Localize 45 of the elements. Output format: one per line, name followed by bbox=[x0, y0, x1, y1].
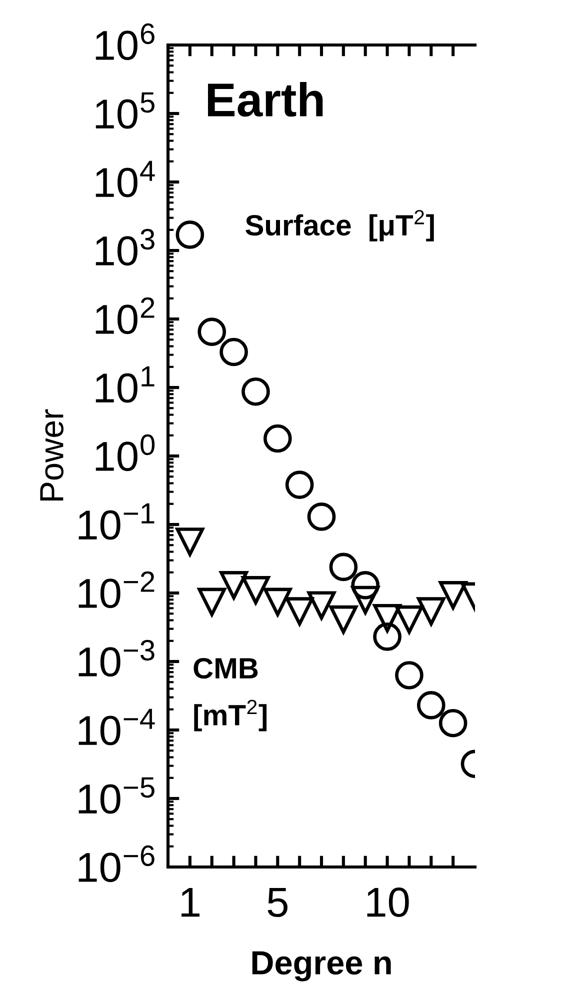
point bbox=[263, 424, 292, 453]
x-tick-label: 5 bbox=[268, 888, 288, 918]
point bbox=[242, 377, 270, 406]
y-tick-label: 10$^{3}$ bbox=[96, 228, 154, 266]
y-tick-label: 10$^{2}$ bbox=[96, 297, 154, 334]
point bbox=[438, 580, 468, 610]
y-tick-label: 10$^{−1}$ bbox=[78, 503, 154, 540]
point bbox=[220, 571, 248, 600]
point bbox=[220, 338, 248, 366]
point bbox=[285, 470, 314, 499]
point bbox=[395, 661, 424, 690]
y-axis-title: Power bbox=[40, 409, 64, 501]
point bbox=[373, 604, 402, 632]
point bbox=[307, 591, 336, 620]
y-tick-label: 10$^{−4}$ bbox=[78, 708, 155, 746]
x-tick-label: 10 bbox=[367, 888, 409, 918]
y-tick-label: 10$^{4}$ bbox=[96, 160, 155, 198]
point bbox=[438, 708, 468, 738]
series-label: Surface [μT$^{2}$] bbox=[246, 210, 434, 242]
y-tick-label: 10$^{0}$ bbox=[96, 434, 155, 472]
point bbox=[329, 552, 358, 582]
point bbox=[198, 588, 226, 616]
point bbox=[198, 318, 226, 346]
y-tick-label: 10$^{−5}$ bbox=[78, 777, 154, 814]
point bbox=[373, 622, 402, 651]
point bbox=[176, 528, 204, 556]
point bbox=[351, 586, 380, 614]
point bbox=[395, 605, 424, 634]
point bbox=[351, 571, 380, 600]
x-tick-label: 1 bbox=[182, 888, 200, 917]
point bbox=[307, 502, 336, 531]
point bbox=[263, 588, 292, 616]
series-label: CMB [mT$^{2}$] bbox=[194, 658, 267, 732]
y-tick-label: 10$^{−6}$ bbox=[78, 845, 154, 882]
y-tick-label: 10$^{5}$ bbox=[96, 92, 154, 129]
point bbox=[329, 605, 358, 634]
y-tick-label: 10$^{6}$ bbox=[96, 23, 154, 60]
point bbox=[416, 691, 446, 720]
point bbox=[242, 576, 270, 604]
x-axis-title: Degree n bbox=[252, 951, 391, 982]
point bbox=[176, 220, 204, 249]
y-tick-label: 10$^{−3}$ bbox=[78, 640, 154, 677]
y-tick-label: 10$^{1}$ bbox=[96, 366, 154, 403]
text: Earth bbox=[208, 82, 323, 117]
y-tick-label: 10$^{−2}$ bbox=[78, 571, 154, 608]
